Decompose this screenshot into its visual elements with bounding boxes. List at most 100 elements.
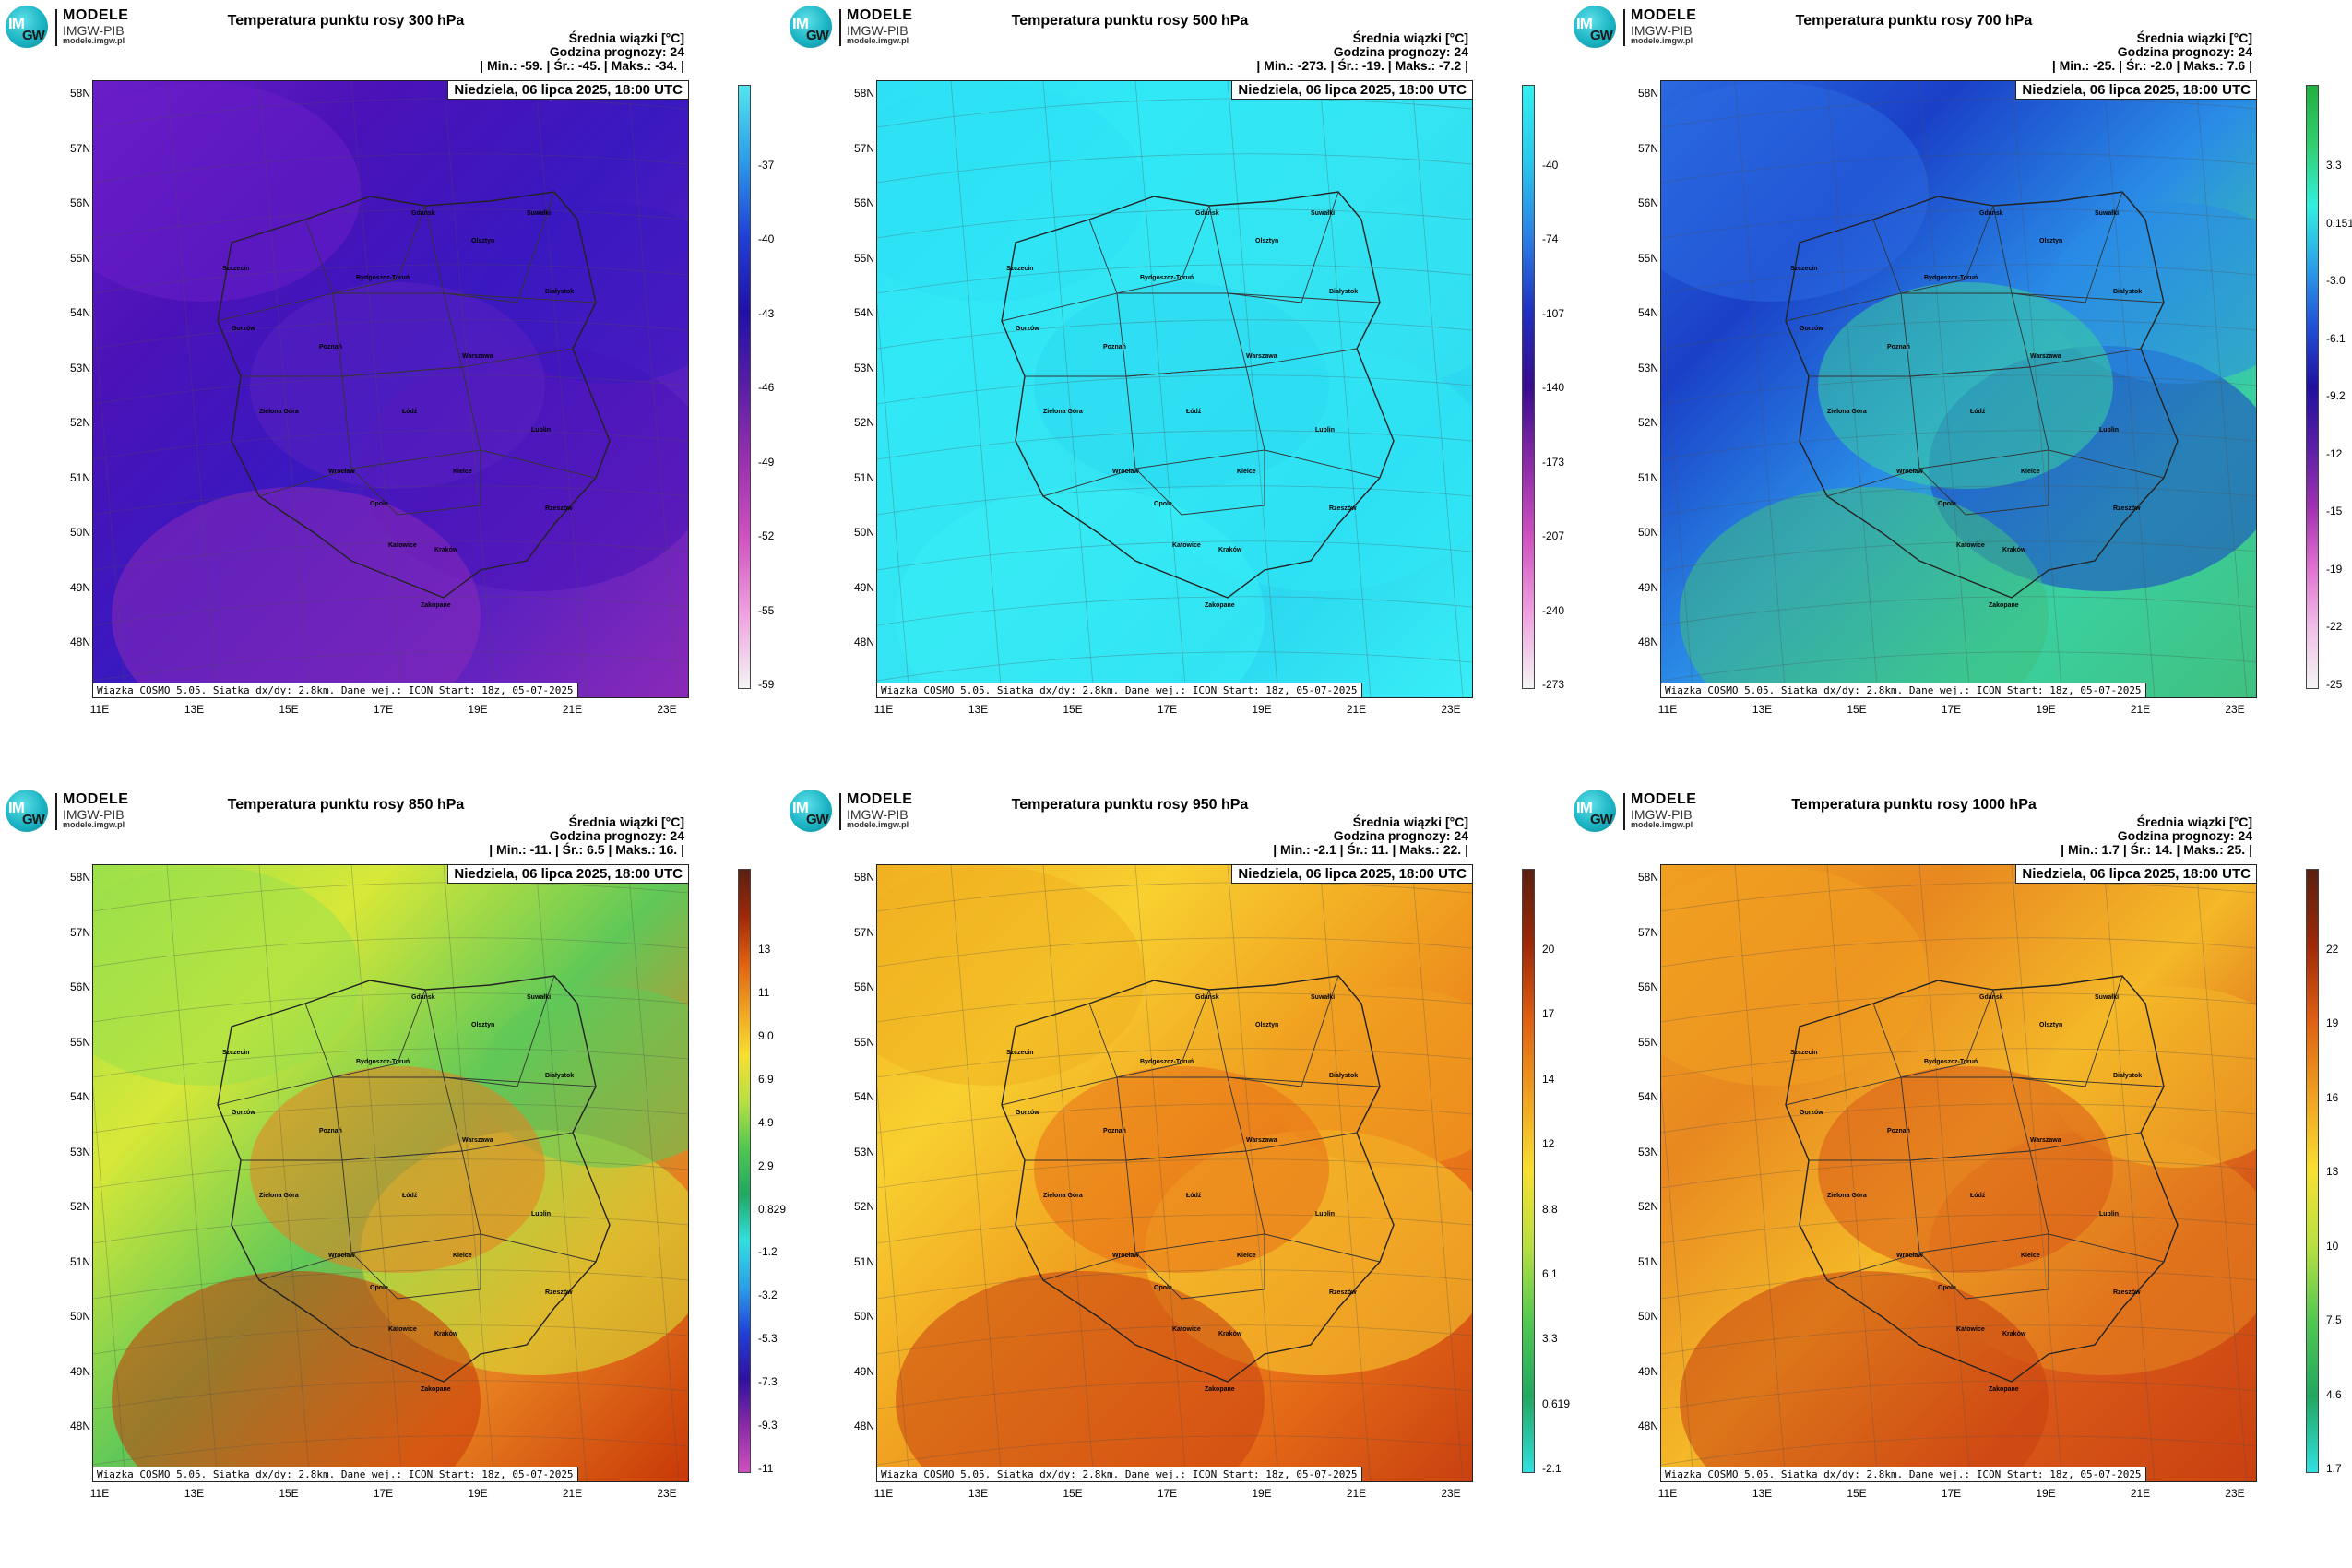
imgw-logo: IM GW MODELE IMGW-PIB modele.imgw.pl — [790, 6, 942, 50]
longitude-label: 19E — [2036, 1487, 2056, 1500]
city-label: Lublin — [2099, 1211, 2119, 1218]
colorbar — [2306, 869, 2319, 1473]
region-border — [304, 205, 426, 294]
parallel-line — [1661, 1048, 2256, 1078]
colorbar-tick-label: 0.829 — [758, 1202, 787, 1216]
region-border — [1909, 366, 2049, 469]
units-label: Średnia wiązki [°C] — [568, 30, 684, 45]
logo-url: modele.imgw.pl — [847, 820, 909, 830]
region-border — [1992, 975, 2123, 1087]
city-label: Gdańsk — [411, 994, 435, 1001]
city-label: Gdańsk — [1979, 994, 2003, 1001]
parallel-line — [877, 1158, 1472, 1189]
colorbar-tick-label: 22 — [2326, 943, 2339, 956]
colorbar-tick-label: 14 — [1542, 1072, 1555, 1086]
region-border — [1208, 975, 1339, 1087]
logo-brand: MODELE — [63, 7, 129, 23]
longitude-label: 15E — [1847, 1487, 1867, 1500]
latitude-label: 53N — [853, 361, 874, 374]
city-label: Zakopane — [421, 1386, 451, 1393]
latitude-label: 57N — [1637, 925, 1658, 939]
city-label: Katowice — [1956, 1326, 1985, 1333]
city-label: Warszawa — [2030, 1137, 2061, 1144]
colorbar-tick-label: -273 — [1542, 678, 1565, 691]
parallel-line — [93, 153, 688, 184]
city-label: Gorzów — [1016, 326, 1039, 332]
city-label: Bydgoszcz-Toruń — [356, 1059, 410, 1065]
meridian-line — [2103, 81, 2156, 697]
region-border — [241, 375, 352, 497]
panel-meta: Średnia wiązki [°C] Godzina prognozy: 24… — [2061, 815, 2252, 857]
panel-stats: | Min.: -11. | Śr.: 6.5 | Maks.: 16. | — [489, 842, 684, 857]
meridian-line — [166, 81, 219, 697]
colorbar-tick-label: 11 — [758, 985, 770, 999]
logo-brand: MODELE — [847, 7, 913, 23]
panel-meta: Średnia wiązki [°C] Godzina prognozy: 24… — [1273, 815, 1468, 857]
units-label: Średnia wiązki [°C] — [1352, 814, 1468, 829]
parallel-line — [877, 153, 1472, 184]
parallel-line — [93, 485, 688, 516]
colorbar-tick-label: 3.3 — [1542, 1332, 1558, 1346]
city-label: Olsztyn — [1255, 238, 1279, 244]
region-border — [2011, 1076, 2165, 1087]
colorbar-tick-label: 19 — [2326, 1016, 2339, 1030]
latitude-label: 57N — [853, 925, 874, 939]
longitude-label: 23E — [657, 703, 677, 716]
logo-url: modele.imgw.pl — [63, 820, 125, 830]
parallel-line — [877, 374, 1472, 405]
city-label: Zielona Góra — [259, 409, 299, 415]
parallel-line — [93, 1103, 688, 1134]
city-label: Szczecin — [222, 1050, 250, 1056]
imgw-logo: IM GW MODELE IMGW-PIB modele.imgw.pl — [1574, 790, 1726, 834]
colorbar-tick-label: -9.3 — [758, 1419, 778, 1432]
colorbar-tick-label: -5.3 — [758, 1332, 778, 1346]
field-patch — [1034, 282, 1329, 489]
parallel-line — [1661, 430, 2256, 460]
region-border — [1245, 1132, 1358, 1152]
country-border — [1001, 975, 1395, 1383]
field-patch — [112, 1271, 481, 1481]
latitude-label: 49N — [69, 580, 90, 594]
parallel-line — [877, 1435, 1472, 1466]
longitude-label: 17E — [1157, 703, 1178, 716]
city-label: Białystok — [545, 289, 575, 295]
city-label: Białystok — [2113, 289, 2143, 295]
longitude-label: 21E — [2130, 703, 2151, 716]
units-label: Średnia wiązki [°C] — [1352, 30, 1468, 45]
meridian-line — [2011, 865, 2063, 1481]
region-border — [1264, 1233, 1381, 1263]
meridian-line — [1134, 865, 1187, 1481]
city-label: Kraków — [2002, 547, 2026, 553]
longitude-label: 19E — [2036, 703, 2056, 716]
latitude-label: 56N — [69, 196, 90, 209]
colorbar-tick-label: -19 — [2326, 562, 2343, 576]
latitude-label: 48N — [853, 1420, 874, 1432]
imgw-logo-icon: IM GW — [6, 6, 48, 48]
parallel-line — [1661, 1103, 2256, 1134]
panel-title: Temperatura punktu rosy 850 hPa — [227, 797, 465, 813]
city-label: Gorzów — [232, 1110, 255, 1116]
field-patch — [896, 1271, 1265, 1481]
latitude-label: 53N — [853, 1145, 874, 1158]
city-label: Gdańsk — [1979, 210, 2003, 217]
colorbar-tick-label: -59 — [758, 678, 775, 691]
parallel-line — [93, 882, 688, 912]
meridian-line — [258, 865, 311, 1481]
units-label: Średnia wiązki [°C] — [2136, 814, 2252, 829]
parallel-line — [877, 596, 1472, 626]
parallel-line — [93, 374, 688, 405]
latitude-label: 58N — [853, 871, 874, 884]
parallel-line — [1661, 153, 2256, 184]
parallel-line — [877, 1048, 1472, 1078]
country-border — [1001, 191, 1395, 599]
parallel-line — [1661, 882, 2256, 912]
latitude-label: 58N — [853, 87, 874, 100]
city-label: Bydgoszcz-Toruń — [1140, 1059, 1194, 1065]
region-border — [2048, 1233, 2165, 1263]
panel-title: Temperatura punktu rosy 950 hPa — [1011, 797, 1249, 813]
longitude-label: 21E — [562, 703, 583, 716]
field-patch — [1818, 1066, 2113, 1273]
meridian-line — [627, 865, 680, 1481]
latitude-label: 52N — [853, 1200, 874, 1213]
colorbar — [1522, 869, 1535, 1473]
